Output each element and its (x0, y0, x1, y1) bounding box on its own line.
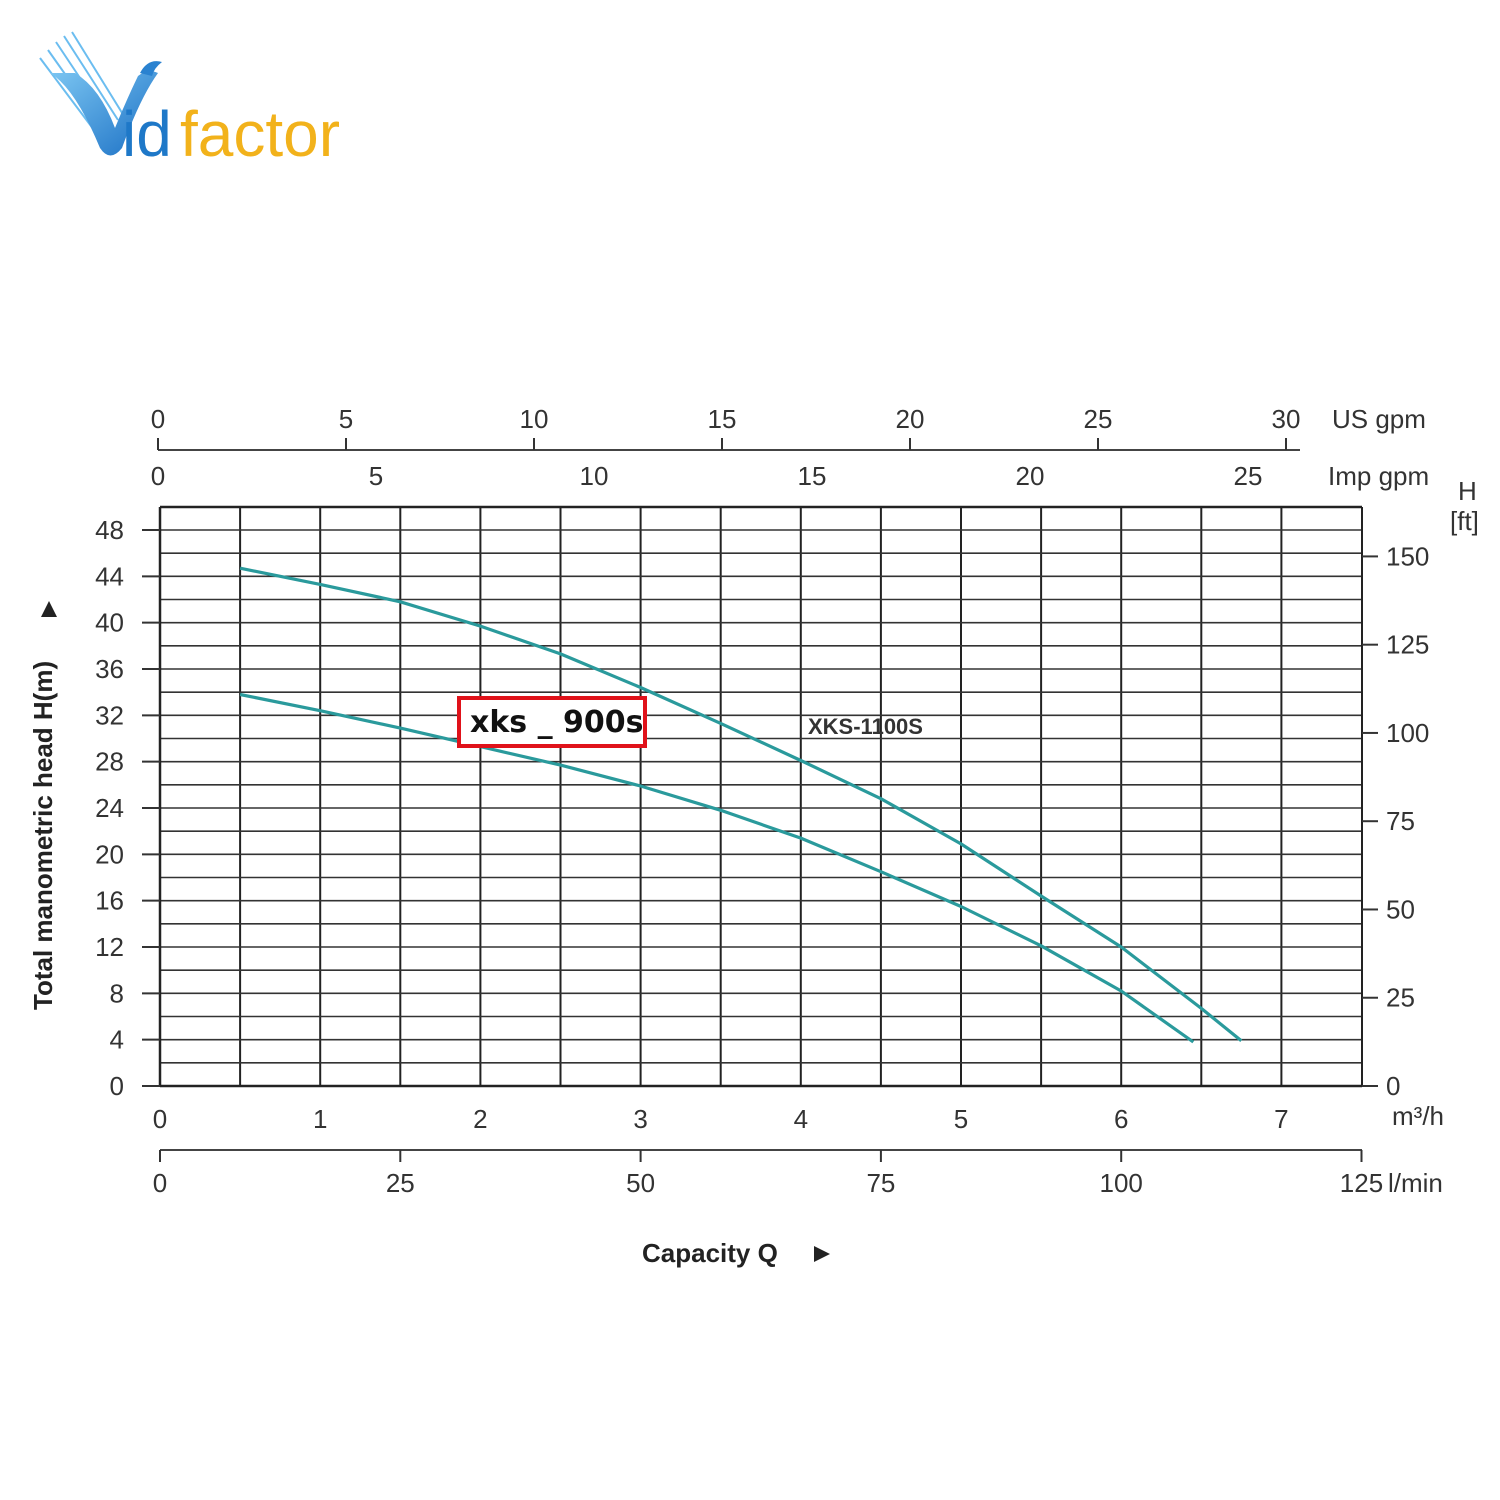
us-gpm-tick-label: 5 (339, 404, 353, 434)
lmin-tick-label: 0 (153, 1168, 167, 1198)
tick-labels: 0481216202428323640444802550751001251500… (95, 404, 1429, 1198)
y-tick-label: 40 (95, 608, 124, 638)
y-tick-label: 20 (95, 839, 124, 869)
y-right-tick-label: 25 (1386, 983, 1415, 1013)
m3h-unit-label: m³/h (1392, 1101, 1444, 1131)
imp-gpm-tick-label: 5 (369, 461, 383, 491)
y-tick-label: 16 (95, 886, 124, 916)
x-tick-label: 2 (473, 1104, 487, 1134)
y-right-tick-label: 50 (1386, 894, 1415, 924)
x-tick-label: 5 (954, 1104, 968, 1134)
imp-gpm-tick-label: 10 (580, 461, 609, 491)
logo-text-factor: factor (180, 98, 340, 170)
lmin-tick-label: 50 (626, 1168, 655, 1198)
us-gpm-tick-label: 30 (1272, 404, 1301, 434)
highlight-box (457, 696, 647, 748)
series-line-xks-1100s (239, 566, 1243, 1043)
logo-text-id: id (122, 98, 172, 170)
series-label-xks-1100s: XKS-1100S (808, 714, 923, 739)
x-tick-label: 7 (1274, 1104, 1288, 1134)
imp-gpm-tick-label: 25 (1234, 461, 1263, 491)
us-gpm-tick-label: 0 (151, 404, 165, 434)
y-right-tick-label: 150 (1386, 541, 1429, 571)
x-axis-title: Capacity Q (642, 1238, 778, 1268)
us-gpm-tick-label: 15 (708, 404, 737, 434)
lmin-tick-label: 75 (866, 1168, 895, 1198)
right-axis-unit-label-h: H (1458, 476, 1477, 506)
y-tick-label: 8 (110, 978, 124, 1008)
y-axis-arrow-icon (41, 601, 57, 617)
lmin-tick-label: 100 (1100, 1168, 1143, 1198)
logo-v-shape (50, 71, 158, 156)
imp-gpm-tick-label: 15 (798, 461, 827, 491)
axes-frame (142, 438, 1378, 1162)
y-tick-label: 44 (95, 561, 124, 591)
lmin-tick-label: 25 (386, 1168, 415, 1198)
grid (159, 506, 1362, 1087)
x-tick-label: 1 (313, 1104, 327, 1134)
y-right-tick-label: 125 (1386, 630, 1429, 660)
y-tick-label: 48 (95, 515, 124, 545)
y-tick-label: 0 (110, 1071, 124, 1101)
y-tick-label: 4 (110, 1025, 124, 1055)
y-right-tick-label: 75 (1386, 806, 1415, 836)
y-right-tick-label: 0 (1386, 1071, 1400, 1101)
us-gpm-unit-label: US gpm (1332, 404, 1426, 434)
logo-bird-head (140, 61, 162, 76)
x-axis-arrow-icon (814, 1246, 830, 1262)
us-gpm-tick-label: 10 (520, 404, 549, 434)
y-axis-title: Total manometric head H(m) (28, 661, 58, 1010)
lmin-unit-label: l/min (1388, 1168, 1443, 1198)
us-gpm-tick-label: 25 (1084, 404, 1113, 434)
imp-gpm-tick-label: 20 (1016, 461, 1045, 491)
curves (239, 566, 1243, 1044)
y-tick-label: 28 (95, 747, 124, 777)
y-tick-label: 24 (95, 793, 124, 823)
x-tick-label: 3 (633, 1104, 647, 1134)
x-tick-label: 4 (794, 1104, 808, 1134)
y-tick-label: 32 (95, 700, 124, 730)
series-line-xks-900s (239, 692, 1195, 1044)
right-axis-unit-label-ft: [ft] (1450, 506, 1479, 536)
vidfactor-logo: id factor (39, 31, 340, 170)
x-tick-label: 6 (1114, 1104, 1128, 1134)
us-gpm-tick-label: 20 (896, 404, 925, 434)
lmin-tick-label: 125 (1340, 1168, 1383, 1198)
series-label-xks-900s: xks _ 900s (470, 705, 644, 740)
y-tick-label: 36 (95, 654, 124, 684)
x-tick-label: 0 (153, 1104, 167, 1134)
imp-gpm-tick-label: 0 (151, 461, 165, 491)
y-right-tick-label: 100 (1386, 718, 1429, 748)
imp-gpm-unit-label: Imp gpm (1328, 461, 1429, 491)
y-tick-label: 12 (95, 932, 124, 962)
